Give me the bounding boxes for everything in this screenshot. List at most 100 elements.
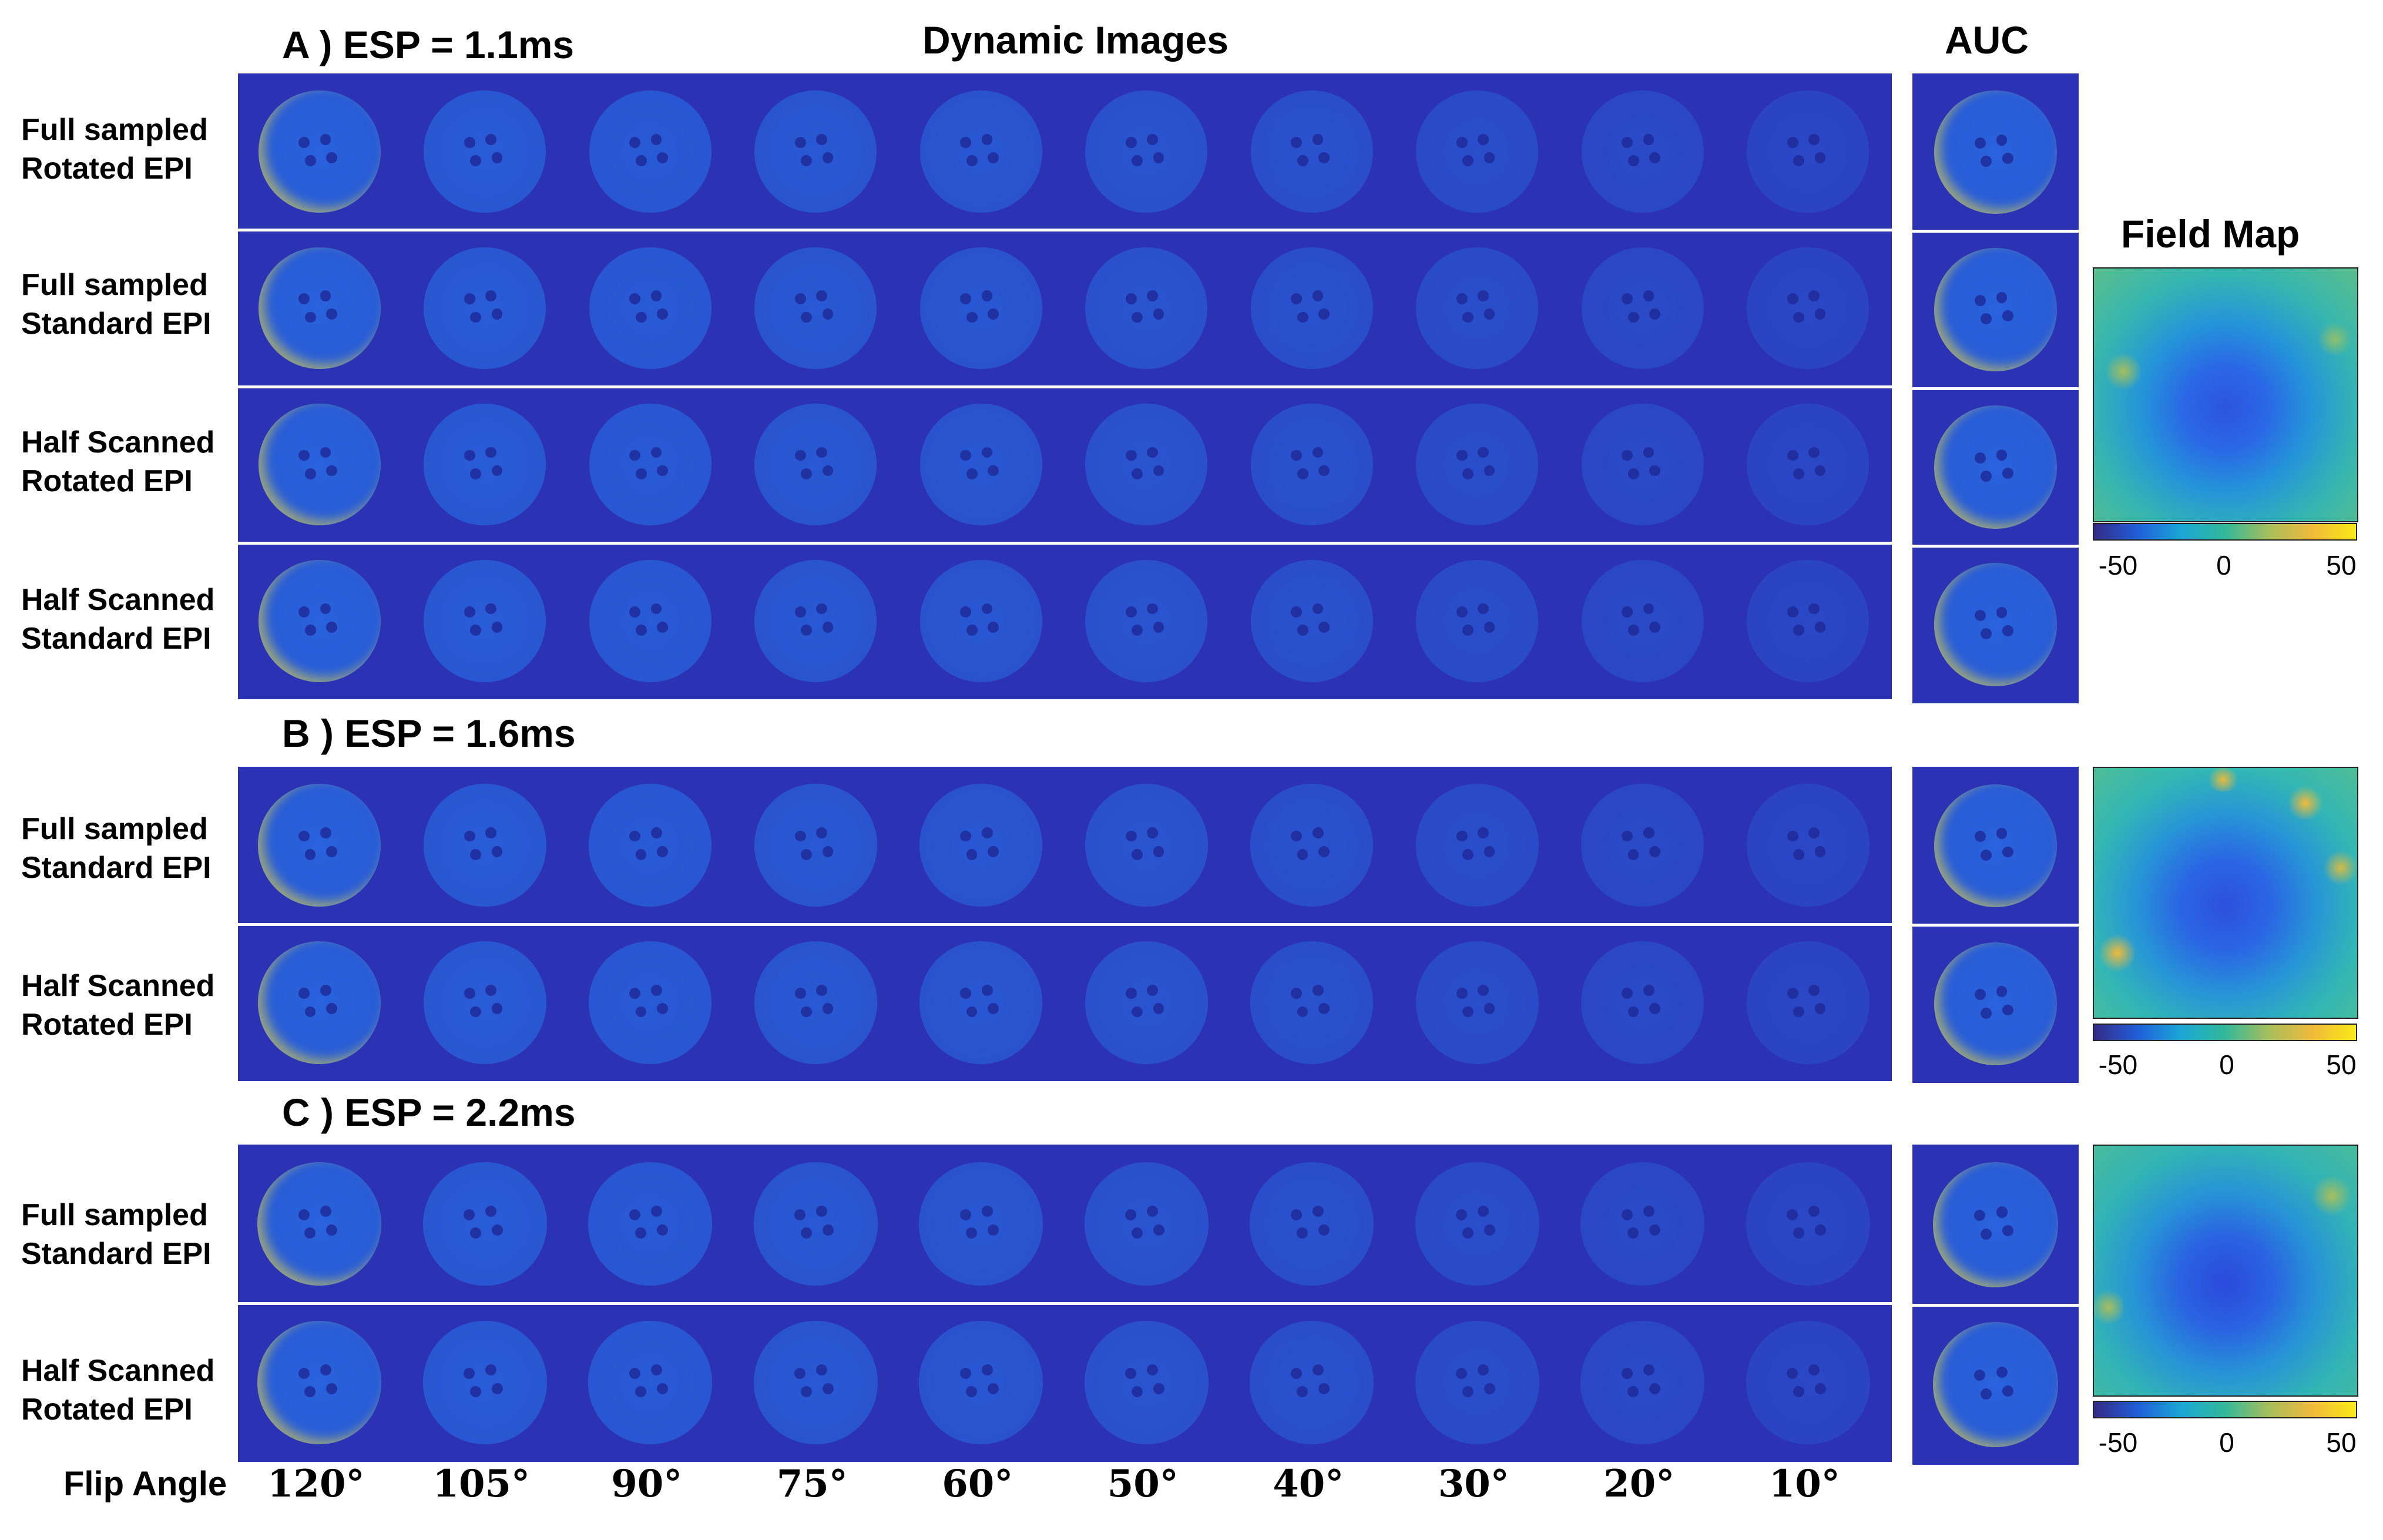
phantom-image [1933, 1162, 2058, 1287]
section-a-title: A ) ESP = 1.1ms [282, 23, 575, 66]
phantom-image [754, 403, 877, 526]
phantom-image [1746, 784, 1870, 907]
flip-angle-6: 40° [1273, 1462, 1344, 1506]
phantom-image [754, 560, 877, 682]
phantom-image [422, 1162, 547, 1286]
phantom-hole [469, 1386, 481, 1398]
phantom-hole [1483, 1224, 1495, 1236]
phantom-image [258, 90, 381, 213]
phantom-hole [801, 468, 813, 479]
phantom-hole [304, 155, 316, 167]
phantom-hole [1153, 1003, 1164, 1015]
phantom-image [1085, 941, 1208, 1064]
field-map-b [2093, 767, 2358, 1019]
phantom-hole [1793, 155, 1805, 167]
auc-strip-c [1912, 1145, 2079, 1465]
phantom-hole [988, 465, 999, 477]
phantom-hole [1981, 313, 1992, 325]
phantom-image [1747, 90, 1870, 213]
phantom-hole [1462, 155, 1474, 167]
phantom-hole [1462, 468, 1474, 479]
phantom-hole [1147, 134, 1158, 145]
phantom-hole [1132, 155, 1143, 167]
phantom-image [589, 247, 711, 370]
auc-header: AUC [1945, 18, 2029, 62]
phantom-image [919, 941, 1043, 1064]
phantom-image [1934, 90, 2057, 214]
phantom-hole [1312, 447, 1324, 458]
phantom-hole [320, 134, 331, 145]
phantom-image [754, 90, 877, 213]
phantom-hole [816, 290, 827, 301]
phantom-hole [464, 449, 475, 461]
phantom-hole [2002, 310, 2013, 321]
phantom-hole [1125, 1367, 1137, 1379]
phantom-hole [822, 1003, 834, 1015]
row-separator [1912, 387, 2079, 390]
phantom-hole [320, 827, 331, 839]
phantom-image [424, 90, 546, 213]
auc-strip-a [1912, 73, 2079, 703]
phantom-image [1416, 247, 1539, 370]
phantom-hole [1996, 1366, 2008, 1378]
phantom-hole [635, 1006, 647, 1018]
row-separator [238, 541, 1892, 545]
phantom-hole [304, 625, 316, 636]
phantom-hole [326, 1003, 337, 1015]
phantom-hole [1291, 293, 1303, 305]
phantom-image [257, 1162, 382, 1286]
phantom-image [753, 1162, 878, 1286]
phantom-hole [629, 830, 641, 842]
row-label-a3: Half Scanned Rotated EPI [21, 425, 215, 498]
phantom-hole [657, 1383, 669, 1394]
phantom-hole [1297, 155, 1308, 167]
phantom-hole [1478, 1364, 1489, 1376]
phantom-hole [1814, 1383, 1826, 1394]
colorbar-c [2093, 1401, 2357, 1418]
phantom-hole [960, 137, 972, 148]
phantom-image [1415, 941, 1539, 1064]
phantom-hole [801, 849, 812, 860]
phantom-hole [1622, 449, 1633, 461]
phantom-hole [1147, 290, 1158, 301]
dynamic-strip-b [238, 767, 1892, 1081]
phantom-hole [1649, 308, 1660, 320]
phantom-hole [1649, 846, 1660, 857]
phantom-hole [1787, 449, 1798, 461]
flip-angle-4: 60° [942, 1462, 1013, 1506]
phantom-hole [629, 137, 641, 148]
phantom-hole [1622, 137, 1633, 148]
phantom-hole [816, 1206, 828, 1217]
phantom-image [1581, 560, 1704, 682]
phantom-hole [1132, 849, 1143, 860]
phantom-image [754, 247, 877, 370]
field-map-a [2093, 267, 2358, 522]
phantom-hole [1125, 137, 1137, 148]
phantom-hole [1787, 606, 1798, 618]
phantom-hole [1627, 311, 1639, 323]
phantom-hole [1793, 1386, 1804, 1398]
phantom-hole [1312, 603, 1324, 615]
phantom-hole [1643, 1206, 1654, 1217]
phantom-hole [1478, 827, 1489, 839]
phantom-hole [981, 134, 993, 145]
phantom-hole [1627, 1386, 1639, 1398]
phantom-hole [635, 155, 647, 167]
phantom-hole [1456, 137, 1468, 148]
phantom-hole [960, 830, 972, 842]
colorbar-b-tick-mid: 0 [2219, 1049, 2234, 1080]
phantom-hole [1643, 603, 1654, 615]
phantom-hole [1643, 827, 1654, 839]
phantom-hole [800, 1227, 812, 1239]
phantom-hole [1318, 308, 1330, 320]
phantom-hole [1981, 1007, 1992, 1019]
phantom-hole [1478, 447, 1489, 458]
phantom-hole [1318, 1383, 1330, 1394]
phantom-hole [1808, 827, 1820, 839]
phantom-hole [966, 849, 978, 860]
phantom-hole [1153, 465, 1164, 477]
phantom-image [1934, 563, 2057, 686]
phantom-hole [959, 1209, 971, 1220]
phantom-hole [1627, 849, 1639, 860]
phantom-image [1746, 1162, 1870, 1286]
